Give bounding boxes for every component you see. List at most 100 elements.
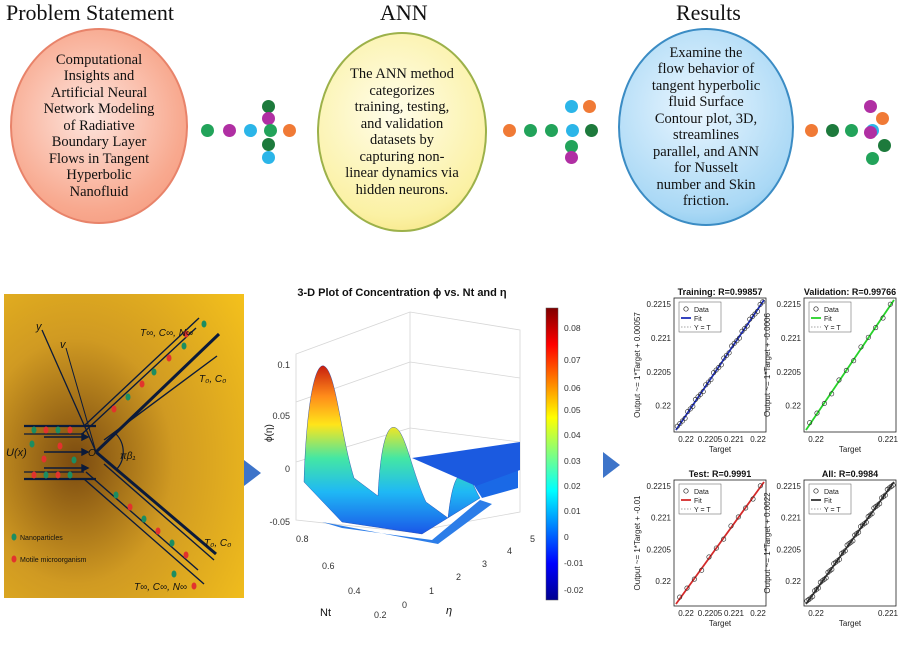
y-tick-label: 0.22 (785, 577, 801, 586)
nt-tick: 0.2 (374, 610, 387, 620)
arrow-right-icon (603, 452, 620, 478)
connector-dot (201, 124, 214, 137)
data-point (708, 377, 714, 383)
colorbar-tick: 0 (564, 532, 569, 542)
data-point (699, 567, 705, 573)
legend-data-label: Data (824, 307, 839, 314)
flow-schematic: T∞, C∞, N∞ T₀, C₀ T₀, C₀ T∞, C∞, N∞ U(x)… (4, 294, 244, 598)
connector-dot (262, 100, 275, 113)
data-point (687, 406, 693, 412)
connector-dot (805, 124, 818, 137)
data-point (691, 576, 697, 582)
colorbar-tick: 0.02 (564, 481, 581, 491)
legend-fit-label: Fit (694, 316, 702, 323)
data-point (713, 367, 719, 373)
origin-label: O (88, 448, 96, 459)
schematic-background (4, 294, 244, 598)
data-point (760, 299, 766, 305)
y-axis-label: Output ~= 1*Target + -0.0006 (763, 313, 772, 417)
data-point (721, 355, 727, 361)
y-axis-label: y (35, 321, 43, 333)
connector-dot (244, 124, 257, 137)
data-point (865, 334, 871, 340)
legend-data-label: Data (824, 489, 839, 496)
connector-dot (826, 124, 839, 137)
colorbar (545, 307, 559, 601)
data-point (843, 367, 849, 373)
data-point (750, 496, 756, 502)
x-tick-label: 0.221 (878, 435, 899, 444)
x-axis-label: Target (709, 619, 732, 628)
inlet-velocity-label: U(x) (6, 447, 27, 459)
connector-dot (876, 112, 889, 125)
wedge-walls (94, 332, 221, 556)
eta-tick: 5 (530, 534, 535, 544)
eta-axis-label: η (446, 605, 452, 617)
ann-text: The ANN method categorizes training, tes… (345, 66, 459, 198)
data-point (757, 302, 763, 308)
x-tick-label: 0.22 (678, 609, 694, 618)
colorbar-ticks: 0.08 0.07 0.06 0.05 0.04 0.03 0.02 0.01 … (564, 323, 584, 595)
connector-dot (866, 152, 879, 165)
y-tick-label: 0.2215 (777, 300, 802, 309)
data-point (716, 365, 722, 371)
data-point (880, 315, 886, 321)
particles (29, 320, 207, 590)
ann-bubble: The ANN method categorizes training, tes… (317, 32, 487, 232)
y-axis-label: Output ~= 1*Target + 0.00057 (633, 312, 642, 418)
y-tick-label: 0.221 (781, 514, 802, 523)
z-tick: -0.05 (269, 517, 290, 527)
x-tick-label: 0.22 (808, 609, 824, 618)
data-point (677, 421, 683, 427)
nt-tick: 0.6 (322, 561, 335, 571)
colorbar-tick: -0.01 (564, 558, 584, 568)
data-point (850, 538, 856, 544)
data-point (869, 511, 875, 517)
top-ambient-label: T∞, C∞, N∞ (140, 328, 193, 339)
colorbar-tick: 0.05 (564, 405, 581, 415)
colorbar-tick: 0.06 (564, 383, 581, 393)
connector-dot (583, 100, 596, 113)
data-point (711, 370, 717, 376)
connector-dot (864, 100, 877, 113)
connector-dot (545, 124, 558, 137)
data-point (685, 409, 691, 415)
y-tick-label: 0.221 (781, 334, 802, 343)
nt-axis-label: Nt (320, 607, 331, 619)
data-point (836, 377, 842, 383)
fit-line (805, 299, 895, 431)
data-point (695, 394, 701, 400)
problem-statement-bubble: Computational Insights and Artificial Ne… (10, 28, 188, 224)
data-point (887, 301, 893, 307)
data-point (815, 585, 821, 591)
wedge-angle-label: πβ₁ (120, 451, 136, 462)
data-point (749, 314, 755, 320)
eta-tick: 4 (507, 546, 512, 556)
x-tick-label: 0.22 (678, 435, 694, 444)
connector-dot (223, 124, 236, 137)
results-bubble: Examine the flow behavior of tangent hyp… (618, 28, 794, 226)
legend-data-icon (813, 488, 819, 494)
data-point (718, 362, 724, 368)
colorbar-tick: -0.02 (564, 585, 584, 595)
data-point (713, 545, 719, 551)
surface-plot: 3-D Plot of Concentration ϕ vs. Nt and η… (264, 287, 584, 620)
legend-identity-label: Y = T (824, 325, 841, 332)
angle-arc (115, 433, 124, 471)
microorganism-legend-icon (11, 555, 17, 563)
nt-tick: 0.4 (348, 586, 361, 596)
legend-data-icon (683, 306, 689, 312)
legend-identity-label: Y = T (824, 507, 841, 514)
z-tick: 0.05 (272, 411, 290, 421)
data-point (858, 344, 864, 350)
colorbar-tick: 0.01 (564, 506, 581, 516)
y-tick-label: 0.2205 (647, 368, 672, 377)
regression-panel-title: Training: R=0.99857 (678, 287, 763, 297)
data-point (703, 382, 709, 388)
data-point (726, 350, 732, 356)
results-title: Results (676, 0, 741, 25)
legend-data-icon (813, 306, 819, 312)
microorganism-legend-label: Motile microorganism (20, 557, 87, 564)
legend-data-label: Data (694, 307, 709, 314)
data-point (742, 326, 748, 332)
